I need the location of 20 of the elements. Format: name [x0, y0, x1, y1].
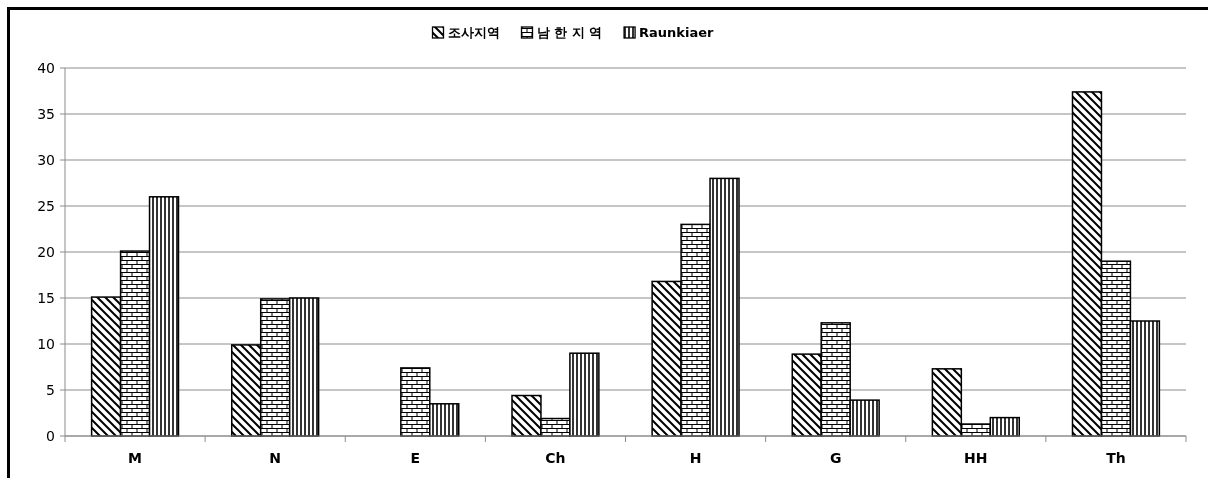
y-tick-label: 15	[37, 290, 55, 306]
y-tick-label: 5	[46, 382, 55, 398]
legend-label: 조사지역	[447, 25, 500, 40]
y-tick-label: 10	[37, 336, 55, 352]
x-tick-label: G	[829, 450, 842, 466]
x-tick-label: N	[269, 450, 282, 466]
y-tick-label: 35	[37, 106, 55, 122]
x-tick-label: Ch	[545, 450, 566, 466]
legend-label: 남 한 지 역	[536, 25, 603, 40]
y-tick-label: 40	[37, 60, 55, 76]
y-tick-label: 20	[37, 244, 55, 260]
x-tick-label: M	[128, 450, 143, 466]
y-tick-label: 0	[46, 428, 55, 444]
y-tick-label: 25	[37, 198, 55, 214]
x-tick-label: H	[689, 450, 702, 466]
x-tick-label: Th	[1106, 450, 1126, 466]
legend-label: Raunkiaer	[639, 25, 715, 40]
y-tick-label: 30	[37, 152, 55, 168]
x-tick-label: HH	[964, 450, 988, 466]
x-tick-label: E	[410, 450, 421, 466]
